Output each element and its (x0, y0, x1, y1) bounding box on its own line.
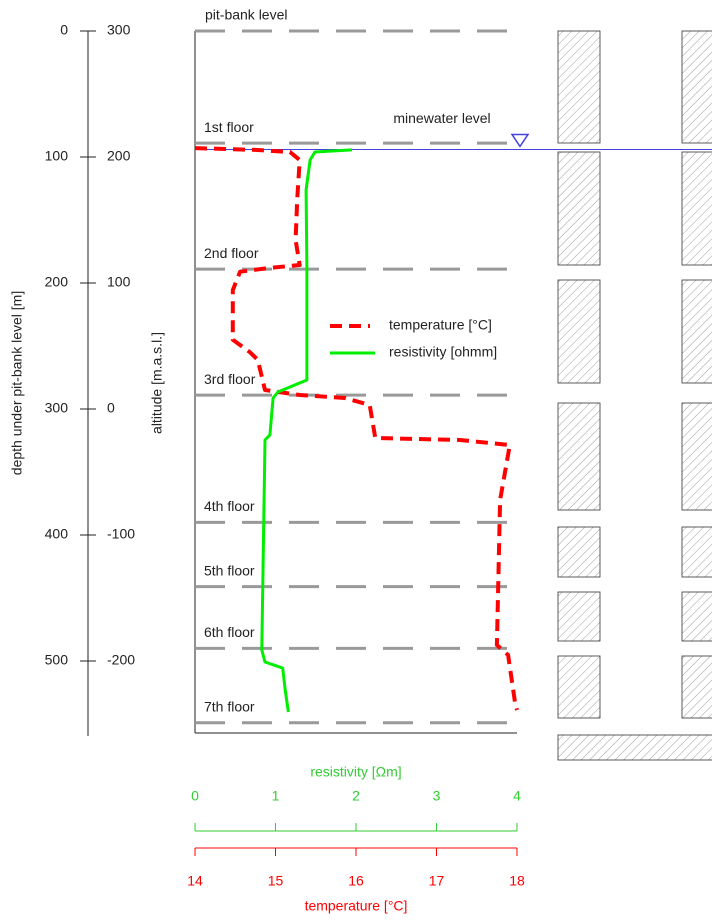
level-label: 2nd floor (204, 245, 259, 261)
y-tick-label: 200 (45, 274, 69, 290)
legend-label: resistivity [ohmm] (389, 344, 497, 360)
minewater-label: minewater level (393, 110, 490, 126)
y2-tick-label: -200 (107, 652, 135, 668)
y2-axis-title: altitude [m.a.s.l.] (149, 332, 165, 434)
x-axis-title: resistivity [Ωm] (310, 764, 401, 780)
level-label: 5th floor (204, 562, 255, 578)
y2-tick-label: 200 (107, 148, 131, 164)
x2-tick-label: 15 (268, 873, 284, 889)
x2-tick-label: 16 (348, 873, 364, 889)
x2-axis-title: temperature [°C] (305, 898, 408, 914)
x2-tick-label: 18 (509, 873, 525, 889)
y-tick-label: 500 (45, 652, 69, 668)
y-tick-label: 0 (60, 22, 68, 38)
y2-tick-label: 0 (107, 400, 115, 416)
y-tick-label: 300 (45, 400, 69, 416)
minewater-marker (512, 134, 528, 146)
x-tick-label: 2 (352, 788, 360, 804)
x2-tick-label: 17 (429, 873, 445, 889)
level-label: 3rd floor (204, 371, 256, 387)
x-tick-label: 0 (191, 788, 199, 804)
series-line (262, 150, 352, 712)
x-tick-label: 3 (433, 788, 441, 804)
y-axis-title: depth under pit-bank level [m] (9, 291, 25, 475)
y-tick-label: 100 (45, 148, 69, 164)
legend-label: temperature [°C] (389, 317, 492, 333)
y2-tick-label: 300 (107, 22, 131, 38)
chart: depth under pit-bank level [m] altitude … (0, 0, 712, 918)
level-label: 7th floor (204, 698, 255, 714)
y2-tick-label: -100 (107, 526, 135, 542)
x2-tick-label: 14 (187, 873, 203, 889)
y-tick-label: 400 (45, 526, 69, 542)
x-tick-label: 4 (513, 788, 521, 804)
x-tick-label: 1 (272, 788, 280, 804)
shaft (558, 31, 712, 760)
level-label: 1st floor (204, 119, 254, 135)
level-label: 4th floor (204, 498, 255, 514)
y2-tick-label: 100 (107, 274, 131, 290)
level-label: pit-bank level (205, 7, 288, 23)
level-label: 6th floor (204, 624, 255, 640)
